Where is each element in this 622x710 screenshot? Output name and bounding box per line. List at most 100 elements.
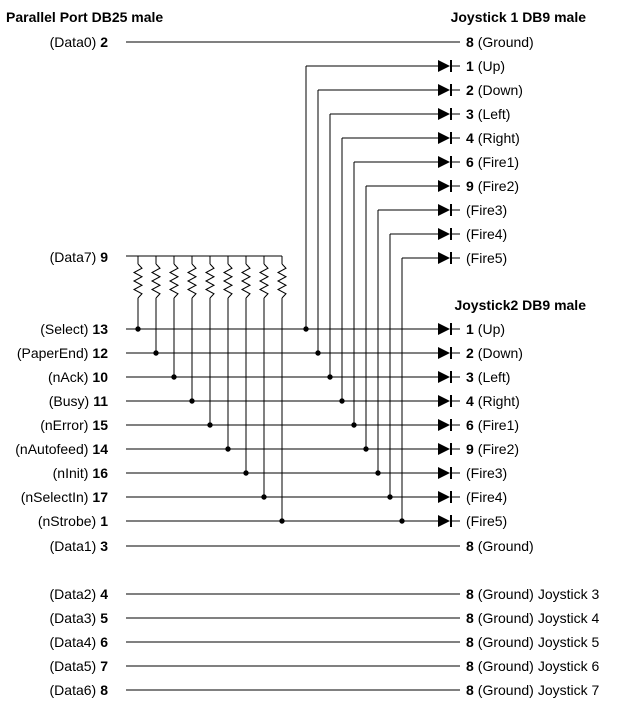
right-pin-number: 8 xyxy=(466,586,474,602)
pullup-resistor xyxy=(258,256,270,299)
right-pin-number: 4 xyxy=(466,393,474,409)
right-pin-name: (Fire5) xyxy=(466,513,507,529)
svg-text:(nError)15: (nError) 15 xyxy=(40,417,108,433)
diode-icon xyxy=(438,515,452,527)
extra-ground-row: (Data4) 6 8 (Ground) Joystick 5 xyxy=(50,634,600,650)
junction-dot xyxy=(279,518,285,524)
svg-text:3(Left): 3 (Left) xyxy=(466,106,510,122)
svg-text:(Data4)6: (Data4) 6 xyxy=(50,634,109,650)
junction-dot xyxy=(261,494,267,500)
status-line-row: (Select) 13 1 (Up) xyxy=(40,66,505,337)
right-pin-number: 8 xyxy=(466,682,474,698)
svg-text:(Data0) 2: (Data0) 2 xyxy=(50,34,109,50)
right-pin-name: (Fire4) xyxy=(466,489,507,505)
left-pin-name: (Data6) xyxy=(50,682,97,698)
right-pin-name: (Right) xyxy=(478,393,520,409)
status-line-row: (nAutofeed) 14 9 (Fire2) xyxy=(15,186,519,457)
diode-icon xyxy=(438,156,452,168)
pullup-resistor xyxy=(276,256,288,299)
right-pin-number: 6 xyxy=(466,154,474,170)
left-pin-name: (Data4) xyxy=(50,634,97,650)
left-pin-number: 14 xyxy=(92,441,108,457)
pullup-resistor xyxy=(222,256,234,299)
right-pin-name: (Fire5) xyxy=(466,250,507,266)
left-pin-name: (Data2) xyxy=(50,586,97,602)
joystick1-signal-row: 6 (Fire1) xyxy=(354,154,519,170)
left-pin-name: (nInit) xyxy=(53,465,89,481)
left-pin-name: (PaperEnd) xyxy=(17,345,89,361)
svg-text:9(Fire2): 9 (Fire2) xyxy=(466,441,519,457)
joystick1-signal-row: (Fire3) xyxy=(378,202,507,218)
junction-dot xyxy=(339,398,345,404)
pullup-resistor xyxy=(204,256,216,299)
right-pin-number: 8 xyxy=(466,634,474,650)
left-pin-number: 12 xyxy=(92,345,108,361)
diode-icon xyxy=(438,491,452,503)
svg-text:(Fire3): (Fire3) xyxy=(466,465,507,481)
diode-icon xyxy=(438,395,452,407)
joystick-name: Joystick 7 xyxy=(538,682,600,698)
svg-text:(nStrobe)1: (nStrobe) 1 xyxy=(38,513,108,529)
svg-text:(Data6)8: (Data6) 8 xyxy=(50,682,109,698)
status-line-row: (nStrobe) 1 (Fire5) xyxy=(38,258,507,529)
status-line-row: (nInit) 16 (Fire3) xyxy=(53,210,507,481)
diode-icon xyxy=(438,108,452,120)
joystick1-signal-row: 3 (Left) xyxy=(330,106,510,122)
diode-icon xyxy=(438,180,452,192)
svg-text:3(Left): 3 (Left) xyxy=(466,369,510,385)
left-pin-name: (nSelectIn) xyxy=(21,489,89,505)
diode-icon xyxy=(438,371,452,383)
diode-icon xyxy=(438,467,452,479)
pullup-resistor xyxy=(150,256,162,299)
right-pin-name: (Up) xyxy=(478,58,505,74)
joystick1-signal-row: 4 (Right) xyxy=(342,130,520,146)
right-pin-number: 1 xyxy=(466,58,474,74)
status-line-row: (nAck) 10 3 (Left) xyxy=(48,114,510,385)
right-pin-number: 8 xyxy=(466,610,474,626)
pullup-resistor xyxy=(132,256,144,299)
svg-text:8 (Ground): 8 (Ground) xyxy=(466,34,534,50)
svg-text:8(Ground)Joystick 4: 8 (Ground) Joystick 4 xyxy=(466,610,600,626)
junction-dot xyxy=(351,422,357,428)
diode-icon xyxy=(438,419,452,431)
svg-text:8(Ground)Joystick 7: 8 (Ground) Joystick 7 xyxy=(466,682,600,698)
junction-dot xyxy=(243,470,249,476)
left-pin-number: 9 xyxy=(100,249,108,265)
joystick-name: Joystick 5 xyxy=(538,634,600,650)
extra-ground-row: (Data5) 7 8 (Ground) Joystick 6 xyxy=(50,658,600,674)
junction-dot xyxy=(207,422,213,428)
svg-text:1(Up): 1 (Up) xyxy=(466,321,505,337)
right-pin-name: (Fire4) xyxy=(466,226,507,242)
joystick-name: Joystick 6 xyxy=(538,658,600,674)
right-pin-name: (Ground) xyxy=(478,610,534,626)
svg-text:9(Fire2): 9 (Fire2) xyxy=(466,178,519,194)
left-pin-name: (nAck) xyxy=(48,369,88,385)
svg-text:(nSelectIn)17: (nSelectIn) 17 xyxy=(21,489,108,505)
pullup-resistor xyxy=(240,256,252,299)
right-pin-name: (Fire1) xyxy=(478,417,519,433)
left-pin-name: (nError) xyxy=(40,417,88,433)
svg-text:(nAck)10: (nAck) 10 xyxy=(48,369,108,385)
left-pin-number: 10 xyxy=(92,369,108,385)
extra-ground-row: (Data3) 5 8 (Ground) Joystick 4 xyxy=(50,610,600,626)
left-pin-name: (nAutofeed) xyxy=(15,441,88,457)
svg-text:4(Right): 4 (Right) xyxy=(466,130,520,146)
joystick2-title: Joystick2 DB9 male xyxy=(454,297,586,313)
right-pin-number: 2 xyxy=(466,345,474,361)
right-pin-name: (Left) xyxy=(478,369,511,385)
left-pin-number: 17 xyxy=(92,489,108,505)
right-pin-name: (Up) xyxy=(478,321,505,337)
right-pin-name: (Fire3) xyxy=(466,202,507,218)
left-pin-number: 2 xyxy=(100,34,108,50)
svg-text:(Data1) 3: (Data1) 3 xyxy=(50,538,109,554)
right-pin-name: (Down) xyxy=(478,345,523,361)
right-pin-name: (Fire3) xyxy=(466,465,507,481)
right-pin-number: 8 xyxy=(466,538,474,554)
diode-icon xyxy=(438,204,452,216)
right-pin-name: (Ground) xyxy=(478,586,534,602)
svg-text:(PaperEnd)12: (PaperEnd) 12 xyxy=(17,345,108,361)
right-pin-number: 4 xyxy=(466,130,474,146)
left-pin-name: (Data0) xyxy=(50,34,97,50)
diode-icon xyxy=(438,252,452,264)
svg-text:(Data2)4: (Data2) 4 xyxy=(50,586,109,602)
